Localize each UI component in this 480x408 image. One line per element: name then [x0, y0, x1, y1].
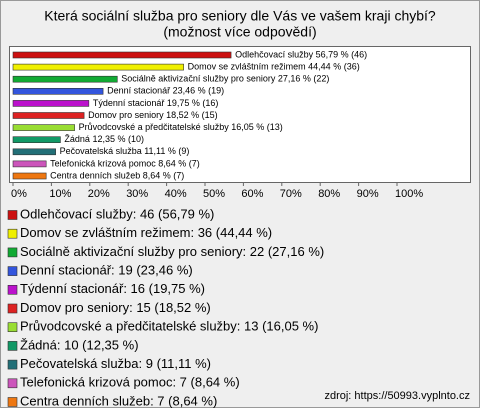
- legend-label: Domov pro seniory: 15 (18,52 %): [20, 300, 211, 315]
- bar-label: Žádná 12,35 % (10): [64, 134, 144, 144]
- chart-title: Která sociální služba pro seniory dle Vá…: [44, 8, 436, 24]
- bar: [12, 112, 85, 119]
- x-tick-label: 0%: [11, 188, 27, 200]
- x-tick-label: 80%: [318, 188, 340, 200]
- bar-label: Domov pro seniory 18,52 % (15): [88, 110, 218, 120]
- x-tick-label: 10%: [49, 188, 71, 200]
- bar: [12, 148, 56, 156]
- chart-subtitle: (možnost více odpovědí): [163, 24, 316, 40]
- legend-label: Odlehčovací služby: 46 (56,79 %): [20, 206, 214, 221]
- legend-swatch: [7, 322, 18, 333]
- bar: [12, 75, 118, 83]
- bar-label: Denní stacionář 23,46 % (19): [107, 86, 224, 96]
- x-tick-label: 40%: [165, 188, 187, 200]
- legend-label: Pečovatelská služba: 9 (11,11 %): [20, 356, 211, 371]
- legend-swatch: [7, 397, 18, 407]
- legend-label: Telefonická krizová pomoc: 7 (8,64 %): [20, 375, 240, 390]
- legend-label: Sociálně aktivizační služby pro seniory:…: [20, 244, 324, 259]
- x-tick-label: 30%: [126, 188, 148, 200]
- legend-label: Týdenní stacionář: 16 (19,75 %): [20, 281, 205, 296]
- x-tick-label: 60%: [241, 188, 263, 200]
- bar: [12, 63, 184, 71]
- bar: [12, 100, 90, 107]
- bar: [12, 88, 104, 95]
- bar-label: Týdenní stacionář 19,75 % (16): [93, 98, 219, 108]
- legend-swatch: [7, 303, 18, 314]
- legend-swatch: [7, 247, 18, 258]
- bar-label: Průvodcovské a předčitatelské služby 16,…: [79, 122, 283, 132]
- legend-swatch: [7, 284, 18, 295]
- bar-label: Domov se zvláštním režimem 44,44 % (36): [188, 61, 360, 71]
- bar: [12, 136, 61, 143]
- bar: [12, 51, 232, 59]
- legend-swatch: [7, 266, 18, 276]
- legend-label: Centra denních služeb: 7 (8,64 %): [20, 393, 217, 408]
- legend-label: Domov se zvláštním režimem: 36 (44,44 %): [20, 225, 272, 240]
- bar-label: Sociálně aktivizační služby pro seniory …: [121, 74, 329, 84]
- legend-swatch: [7, 210, 18, 220]
- x-tick-label: 90%: [357, 188, 379, 200]
- legend-label: Žádná: 10 (12,35 %): [20, 337, 139, 352]
- bar: [12, 172, 47, 180]
- legend-swatch: [7, 359, 18, 370]
- legend-swatch: [7, 228, 18, 239]
- bar-label: Centra denních služeb 8,64 % (7): [50, 170, 184, 180]
- x-tick-label: 100%: [395, 188, 423, 200]
- legend-label: Průvodcovské a předčitatelské služby: 13…: [20, 319, 318, 334]
- legend-label: Denní stacionář: 19 (23,46 %): [20, 263, 193, 278]
- x-tick-label: 20%: [88, 188, 110, 200]
- bar-label: Pečovatelská služba 11,11 % (9): [60, 146, 190, 156]
- x-tick-label: 70%: [280, 188, 302, 200]
- source: zdroj: https://50993.vyplnto.cz: [324, 390, 470, 402]
- bar: [12, 160, 47, 168]
- bar-label: Telefonická krizová pomoc 8,64 % (7): [50, 158, 200, 168]
- legend-swatch: [7, 341, 18, 351]
- bar: [12, 124, 75, 131]
- x-tick-label: 50%: [203, 188, 225, 200]
- bar-label: Odlehčovací služby 56,79 % (46): [235, 49, 367, 59]
- legend-swatch: [7, 378, 18, 389]
